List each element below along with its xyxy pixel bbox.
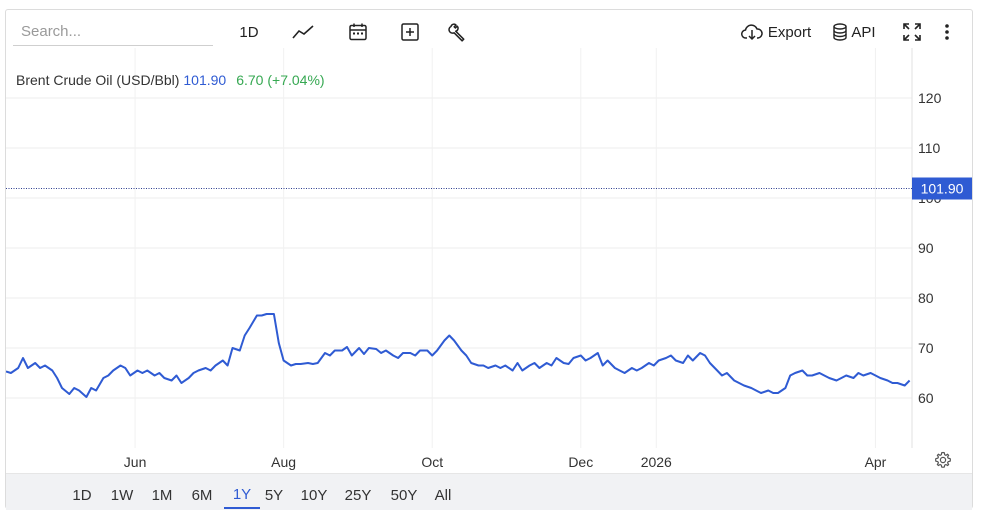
api-button[interactable]: API <box>830 18 878 46</box>
calendar-icon <box>348 22 368 42</box>
range-button-6m[interactable]: 6M <box>191 486 213 504</box>
chart-widget: 1D Export <box>5 9 973 510</box>
x-tick-label: 2026 <box>641 454 672 470</box>
interval-label: 1D <box>239 23 259 41</box>
range-selector: 1D 1W 1M 6M 1Y 5Y 10Y 25Y 50Y All <box>6 473 972 510</box>
range-button-5y[interactable]: 5Y <box>264 486 284 504</box>
export-label: Export <box>767 23 812 41</box>
range-button-50y[interactable]: 50Y <box>390 486 418 504</box>
y-gridlines <box>6 97 912 399</box>
y-tick-label: 110 <box>918 140 941 156</box>
range-button-1w[interactable]: 1W <box>110 486 134 504</box>
range-button-1m[interactable]: 1M <box>151 486 173 504</box>
y-tick-label: 80 <box>918 290 934 306</box>
line-chart-icon <box>292 24 314 40</box>
x-tick-label: Aug <box>271 454 296 470</box>
api-label: API <box>851 23 876 41</box>
x-gridlines <box>134 48 876 448</box>
legend-symbol-name: Brent Crude Oil (USD/Bbl) <box>16 72 180 88</box>
interval-button[interactable]: 1D <box>232 18 266 46</box>
more-options-button[interactable] <box>936 18 958 46</box>
range-button-1d[interactable]: 1D <box>72 486 92 504</box>
search-input[interactable] <box>13 18 213 46</box>
y-axis-ticks: 60708090100110120 <box>918 90 942 406</box>
y-tick-label: 120 <box>918 90 942 106</box>
range-button-10y[interactable]: 10Y <box>300 486 328 504</box>
plus-square-icon <box>400 22 420 42</box>
compare-button[interactable] <box>396 18 424 46</box>
settings-tools-button[interactable] <box>444 18 472 46</box>
x-tick-label: Jun <box>124 454 147 470</box>
export-button[interactable]: Export <box>740 18 812 46</box>
more-vertical-icon <box>944 23 950 41</box>
range-button-all[interactable]: All <box>434 486 452 504</box>
fullscreen-button[interactable] <box>898 18 926 46</box>
last-price-badge <box>912 177 972 200</box>
legend-change: 6.70 (+7.04%) <box>236 72 325 88</box>
series-line-brent <box>6 313 911 398</box>
y-tick-label: 90 <box>918 240 934 256</box>
x-axis-ticks: Jun Aug Oct Dec 2026 Apr <box>124 454 887 470</box>
gear-icon <box>933 451 953 474</box>
x-tick-label: Oct <box>421 454 443 470</box>
cloud-download-icon <box>740 23 763 41</box>
range-button-25y[interactable]: 25Y <box>344 486 372 504</box>
last-price-value: 101.90 <box>921 181 964 197</box>
chart-legend: Brent Crude Oil (USD/Bbl) 101.90 6.70 (+7.… <box>16 72 325 88</box>
x-tick-label: Dec <box>568 454 593 470</box>
date-range-button[interactable] <box>344 18 372 46</box>
toolbar: 1D Export <box>6 10 972 50</box>
x-tick-label: Apr <box>865 454 887 470</box>
range-button-1y[interactable]: 1Y <box>224 481 260 509</box>
legend-price: 101.90 <box>183 72 227 88</box>
y-tick-label: 70 <box>918 340 934 356</box>
wrench-icon <box>448 22 468 42</box>
database-icon <box>832 23 848 41</box>
last-price-label: 101.90 <box>912 177 972 200</box>
fullscreen-icon <box>902 22 922 42</box>
chart-type-button[interactable] <box>288 18 318 46</box>
chart-settings-button[interactable] <box>933 450 953 470</box>
y-tick-label: 60 <box>918 390 934 406</box>
